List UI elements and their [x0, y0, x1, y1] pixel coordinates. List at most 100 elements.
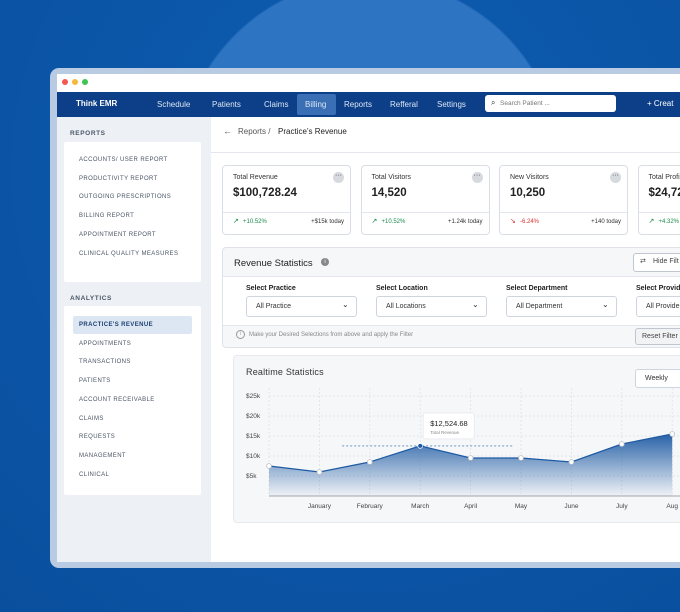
side-item[interactable]: PATIENTS [79, 378, 111, 385]
side-item[interactable]: BILLING REPORT [79, 213, 135, 220]
search-placeholder: Search Patient ... [500, 100, 550, 107]
create-button[interactable]: + Creat [647, 99, 674, 108]
search-box[interactable]: ⌕ Search Patient ... [485, 95, 616, 112]
nav-item[interactable]: Billing [305, 100, 327, 109]
side-item[interactable]: CLINICAL [79, 471, 110, 478]
tooltip-value: $12,524.68 [430, 419, 468, 428]
side-item[interactable]: TRANSACTIONS [79, 359, 131, 366]
y-tick-label: $20k [246, 413, 261, 420]
side-item[interactable]: APPOINTMENTS [79, 340, 132, 347]
select-value: All Practice [256, 303, 292, 310]
maximize-dot[interactable] [82, 79, 88, 85]
side-item[interactable]: OUTGOING PRESCRIPTIONS [79, 194, 172, 201]
period-select[interactable]: Weekly⌄ [635, 369, 680, 388]
side-item[interactable]: CLINICAL QUALITY MEASURES [79, 250, 179, 257]
nav-item[interactable]: Reports [344, 100, 373, 109]
button-text: Reset Filter [642, 333, 678, 340]
section-heading: REPORTS [70, 130, 106, 137]
stat-card: Total Revenue $100,728.24 ··· ↗ +10.52% +$15k… [222, 165, 351, 235]
y-tick-label: $5k [246, 473, 257, 480]
hint-text: Make your Desired Selections from above … [249, 332, 414, 338]
select[interactable]: All Department ⌄ [506, 296, 617, 317]
select[interactable]: All Practice ⌄ [246, 296, 357, 317]
side-item[interactable]: APPOINTMENT REPORT [79, 231, 156, 238]
card-note: +$15k today [311, 219, 344, 225]
panel-title: Revenue Statistics [234, 258, 313, 269]
field-label: Select Department [506, 285, 568, 292]
hide-filter-button[interactable]: ⇄ Hide Filt [633, 253, 680, 272]
side-item[interactable]: PRACTICE'S REVENUE [79, 322, 153, 328]
tooltip-caption: Total Revenue [430, 430, 459, 435]
more-button[interactable]: ··· [471, 172, 483, 183]
nav-item[interactable]: Patients [212, 100, 241, 109]
select[interactable]: All Locations ⌄ [376, 296, 487, 317]
nav-item[interactable]: Refferal [390, 100, 418, 109]
chart-panel: Realtime Statistics Weekly⌄ $5k $10k $15k $20… [233, 355, 680, 523]
breadcrumb-parent[interactable]: Reports / [238, 127, 271, 136]
active-tab [297, 94, 336, 115]
side-item[interactable]: ACCOUNTS/ USER REPORT [79, 157, 168, 163]
stat-card: Total Profi$24,72···↗+4.32% [637, 165, 680, 235]
divider [638, 212, 680, 213]
field-label: Select Location [376, 285, 428, 292]
nav-item[interactable]: Schedule [157, 100, 191, 109]
y-tick-label: $25k [246, 393, 261, 400]
field-label: Select Provide [636, 285, 680, 292]
sidebar: REPORTS ACCOUNTS/ USER REPORT PRODUCTIVITY… [57, 117, 211, 562]
side-item[interactable]: PRODUCTIVITY REPORT [79, 175, 158, 182]
nav-item[interactable]: Claims [264, 100, 289, 109]
trend-icon: ↗ [233, 218, 239, 225]
x-tick-label: April [464, 503, 478, 510]
select-value: All Provide [646, 303, 680, 310]
select-value: Weekly [645, 375, 668, 382]
select[interactable]: All Provide⌄ [636, 296, 680, 317]
card-value: 14,520 [371, 187, 407, 199]
point [266, 463, 272, 469]
side-item[interactable]: CLAIMS [79, 415, 104, 422]
card-value: $24,72 [648, 187, 680, 199]
x-tick-label: March [411, 503, 429, 510]
point [367, 459, 373, 465]
card-change: +4.32% [658, 219, 680, 225]
trend-icon: ↗ [648, 218, 655, 225]
trend-icon: ↗ [371, 218, 378, 225]
reset-button[interactable]: Reset Filter [635, 328, 680, 345]
close-dot[interactable] [62, 79, 68, 85]
nav-item[interactable]: Settings [437, 100, 466, 109]
nav-bar: Think EMR Schedule Patients Claims Billing Re… [57, 92, 680, 117]
stat-card: New Visitors 10,250 ··· ↘ -6.24% +140 today [499, 165, 628, 235]
side-item[interactable]: REQUESTS [79, 434, 116, 441]
divider [500, 212, 627, 213]
point [467, 455, 474, 461]
breadcrumb-current: Practice’s Revenue [278, 127, 347, 136]
y-tick-label: $15k [246, 433, 261, 440]
divider [223, 212, 350, 213]
more-button[interactable]: ··· [610, 172, 621, 183]
back-arrow[interactable]: ← [223, 126, 232, 136]
filter-panel: Revenue Statistics i ⇄ Hide Filt Select Prac… [222, 247, 680, 348]
info-icon: i [321, 258, 329, 266]
card-value: 10,250 [510, 187, 546, 199]
point [618, 441, 625, 447]
x-tick-label: Aug [666, 503, 678, 510]
minimize-dot[interactable] [72, 79, 78, 85]
card-note: +1.24k today [447, 219, 483, 225]
more-button[interactable]: ··· [333, 172, 344, 183]
point [669, 431, 676, 437]
card-change: +10.52% [243, 219, 267, 225]
area [269, 434, 673, 496]
field-label: Select Practice [246, 285, 296, 292]
browser-window: Think EMR Schedule Patients Claims Billing Re… [50, 68, 680, 568]
x-tick-label: July [616, 503, 628, 510]
reports-panel: ACCOUNTS/ USER REPORT PRODUCTIVITY REPORT… [64, 142, 201, 282]
x-tick-label: February [357, 503, 384, 510]
search-icon: ⌕ [491, 98, 496, 107]
x-tick-label: June [564, 503, 578, 510]
point [518, 455, 524, 461]
card-note: +140 today [591, 219, 621, 225]
side-item[interactable]: ACCOUNT RECEIVABLE [79, 396, 155, 403]
button-text: Hide Filt [653, 258, 679, 265]
card-title: Total Revenue [233, 174, 278, 181]
side-item[interactable]: MANAGEMENT [79, 452, 127, 459]
